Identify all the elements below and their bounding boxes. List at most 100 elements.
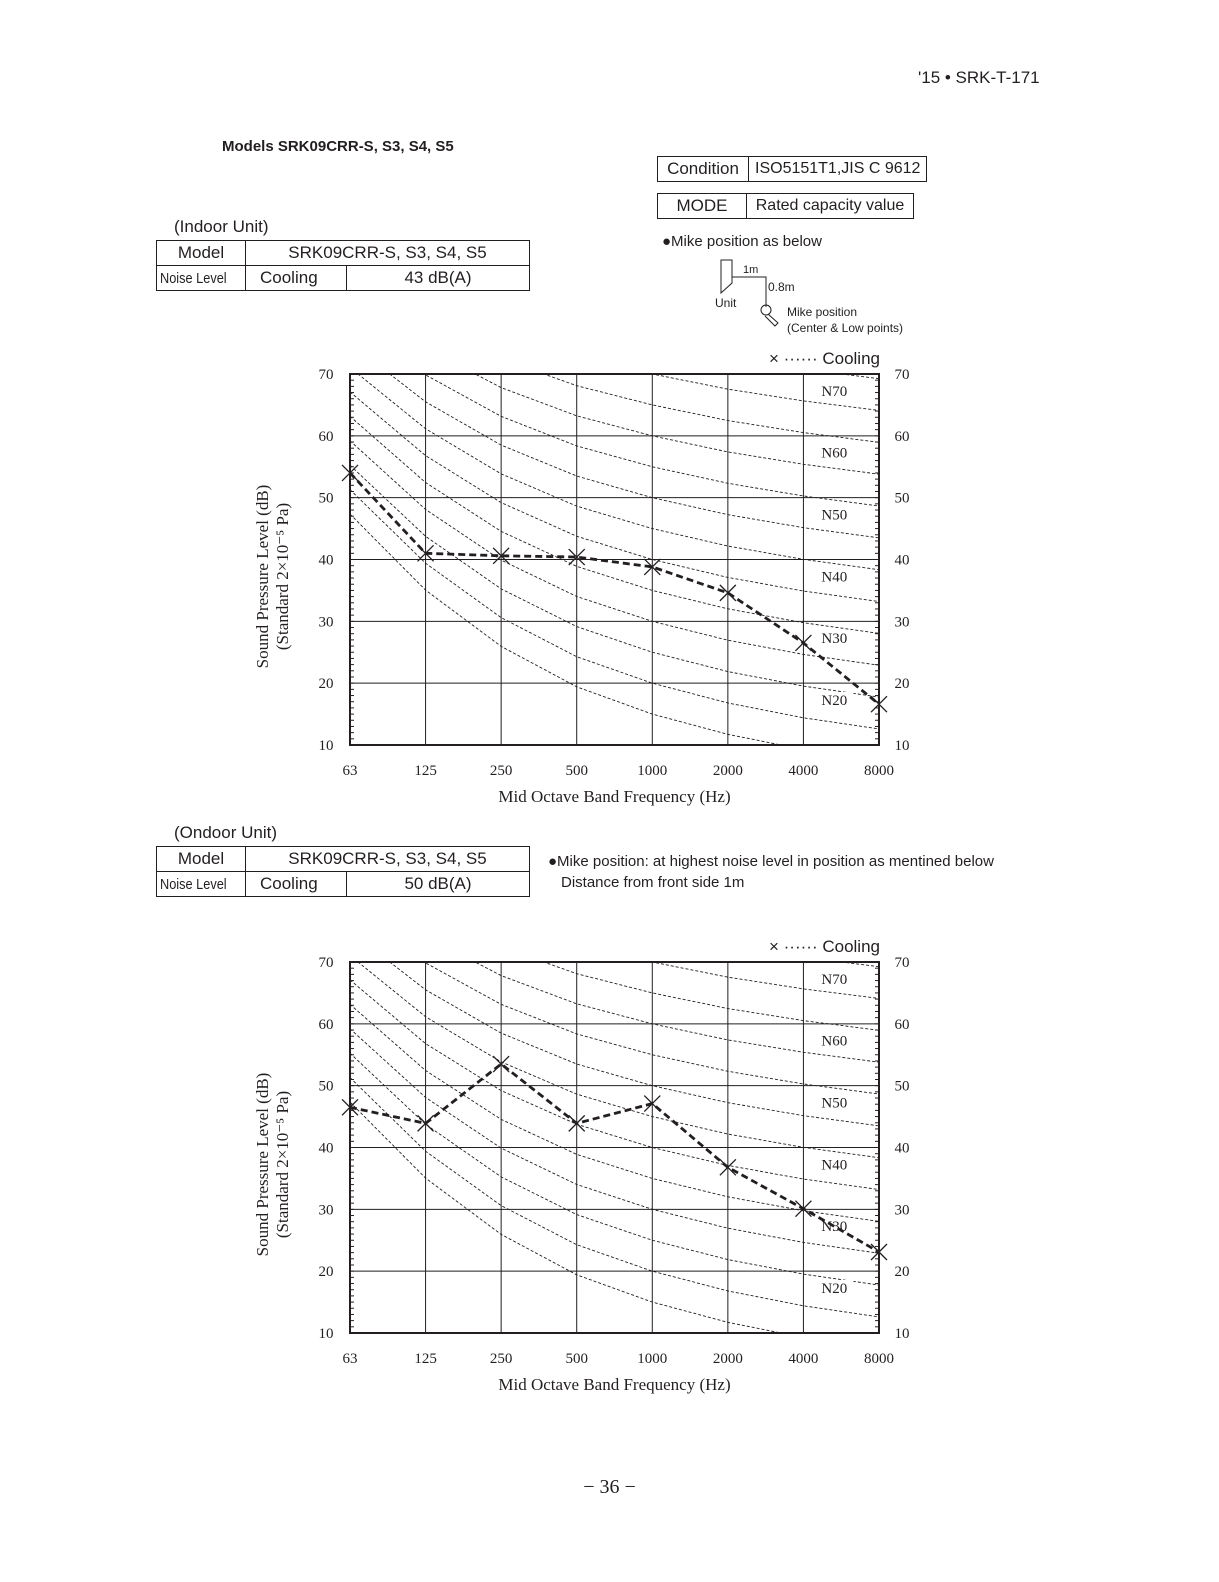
y-tick-label-left: 10 (319, 738, 334, 754)
x-axis-label: Mid Octave Band Frequency (Hz) (498, 1375, 730, 1394)
nr-label-bg (819, 970, 854, 987)
nr-curve-N40 (350, 979, 879, 1190)
x-tick-label: 500 (565, 1351, 588, 1367)
y-tick-label-left: 70 (319, 955, 334, 971)
y-tick-label-right: 60 (895, 429, 910, 445)
y-tick-label-left: 50 (319, 1079, 334, 1095)
mike-sub-label: (Center & Low points) (787, 321, 903, 335)
nr-label-bg (819, 1094, 854, 1111)
mode-table: MODE Rated capacity value (657, 193, 914, 219)
data-point-63 (341, 1098, 359, 1116)
data-point-125 (417, 1114, 435, 1132)
x-tick-label: 8000 (864, 1351, 894, 1367)
y-tick-label-right: 50 (895, 491, 910, 507)
model-label: Model (156, 240, 246, 266)
y-tick-label-right: 40 (895, 553, 910, 569)
distance-line (732, 276, 767, 307)
models-title: Models SRK09CRR-S, S3, S4, S5 (222, 138, 454, 155)
x-tick-label: 250 (490, 1351, 512, 1367)
outdoor-unit-title: (Ondoor Unit) (174, 823, 277, 842)
y-tick-label-right: 20 (895, 676, 910, 692)
mode-value: Rated capacity value (746, 193, 914, 219)
nr-label-N50: N50 (821, 1095, 847, 1111)
y-axis-label-standard: (Standard 2×10⁻⁵ Pa) (273, 503, 292, 650)
legend-cooling: × ······ Cooling (769, 349, 880, 368)
data-point-8000 (870, 695, 888, 713)
y-tick-label-left: 20 (319, 676, 334, 692)
nr-label-bg (819, 1218, 854, 1235)
plot-frame (349, 373, 880, 746)
y-tick-label-left: 70 (319, 367, 334, 383)
x-tick-label: 4000 (788, 1351, 818, 1367)
nr-curve-N30 (350, 1028, 879, 1254)
y-tick-label-left: 60 (319, 429, 334, 445)
model-label: Model (156, 846, 246, 872)
outdoor-spec-table: Model SRK09CRR-S, S3, S4, S5 Noise Level… (156, 846, 530, 897)
nr-curve-N35 (350, 416, 879, 634)
legend-cooling: × ······ Cooling (769, 937, 880, 956)
microphone-icon (760, 304, 772, 316)
mode-label: MODE (657, 193, 747, 219)
nr-label-N70: N70 (821, 972, 847, 988)
noise-level-label: Noise Level (160, 876, 227, 893)
nr-label-N60: N60 (821, 446, 847, 462)
page-number: − 36 − (583, 1476, 636, 1498)
condition-value: ISO5151T1,JIS C 9612 (747, 156, 928, 182)
indoor-noise-chart: 10 10 20 20 30 30 40 40 50 50 60 60 70 70 63 125 250 500 1… (253, 349, 910, 806)
nr-label-bg (819, 1279, 854, 1296)
indoor-spec-table: Model SRK09CRR-S, S3, S4, S5 Noise Level… (156, 240, 530, 291)
nr-curve-N60 (474, 962, 879, 1063)
x-tick-label: 125 (414, 1351, 437, 1367)
model-value: SRK09CRR-S, S3, S4, S5 (245, 846, 530, 872)
y-tick-label-right: 10 (895, 1326, 910, 1342)
x-tick-label: 4000 (788, 763, 818, 779)
nr-curve-N45 (357, 374, 879, 571)
y-tick-label-left: 10 (319, 1326, 334, 1342)
nr-curve-N55 (423, 374, 879, 507)
nr-label-N20: N20 (821, 1281, 847, 1297)
nr-curve-N50 (389, 374, 879, 539)
noise-level-label: Noise Level (160, 270, 227, 287)
distance-0-8m: 0.8m (768, 280, 795, 294)
y-tick-label-right: 70 (895, 367, 910, 383)
data-point-4000 (794, 1200, 812, 1218)
nr-curve-N20 (350, 1077, 879, 1318)
nr-label-bg (819, 1156, 854, 1173)
nr-label-bg (819, 444, 854, 461)
nr-label-bg (819, 382, 854, 399)
y-tick-label-right: 30 (895, 614, 910, 630)
mode-cooling: Cooling (245, 871, 347, 897)
mode-cooling: Cooling (245, 265, 347, 291)
nr-curve-N60 (474, 374, 879, 475)
y-axis-label: Sound Pressure Level (dB) (253, 485, 272, 669)
nr-curve-N70 (650, 374, 879, 411)
data-point-8000 (870, 1243, 888, 1261)
mike-label: Mike position (787, 305, 857, 319)
x-tick-label: 63 (343, 1351, 358, 1367)
y-tick-label-left: 50 (319, 491, 334, 507)
y-tick-label-left: 20 (319, 1264, 334, 1280)
nr-curve-N25 (350, 464, 879, 698)
nr-label-N30: N30 (821, 1219, 847, 1235)
nr-label-N60: N60 (821, 1034, 847, 1050)
y-tick-label-right: 20 (895, 1264, 910, 1280)
data-point-4000 (794, 634, 812, 652)
nr-curve-N15 (350, 1101, 784, 1333)
data-point-2000 (719, 584, 737, 602)
data-point-1000 (643, 1095, 661, 1113)
plot-frame (349, 961, 880, 1334)
y-tick-label-right: 10 (895, 738, 910, 754)
indoor-unit-title: (Indoor Unit) (174, 217, 269, 236)
y-axis-label-standard: (Standard 2×10⁻⁵ Pa) (273, 1091, 292, 1238)
mike-position-note: ●Mike position as below (662, 233, 822, 250)
x-tick-label: 250 (490, 763, 512, 779)
y-tick-label-left: 60 (319, 1017, 334, 1033)
y-tick-label-right: 70 (895, 955, 910, 971)
unit-label: Unit (715, 296, 737, 310)
data-point-250 (492, 547, 510, 565)
noise-level-value: 50 dB(A) (346, 871, 530, 897)
x-tick-label: 500 (565, 763, 588, 779)
nr-curve-N80 (350, 928, 879, 935)
y-tick-label-left: 30 (319, 1202, 334, 1218)
cooling-series-line (348, 471, 880, 706)
